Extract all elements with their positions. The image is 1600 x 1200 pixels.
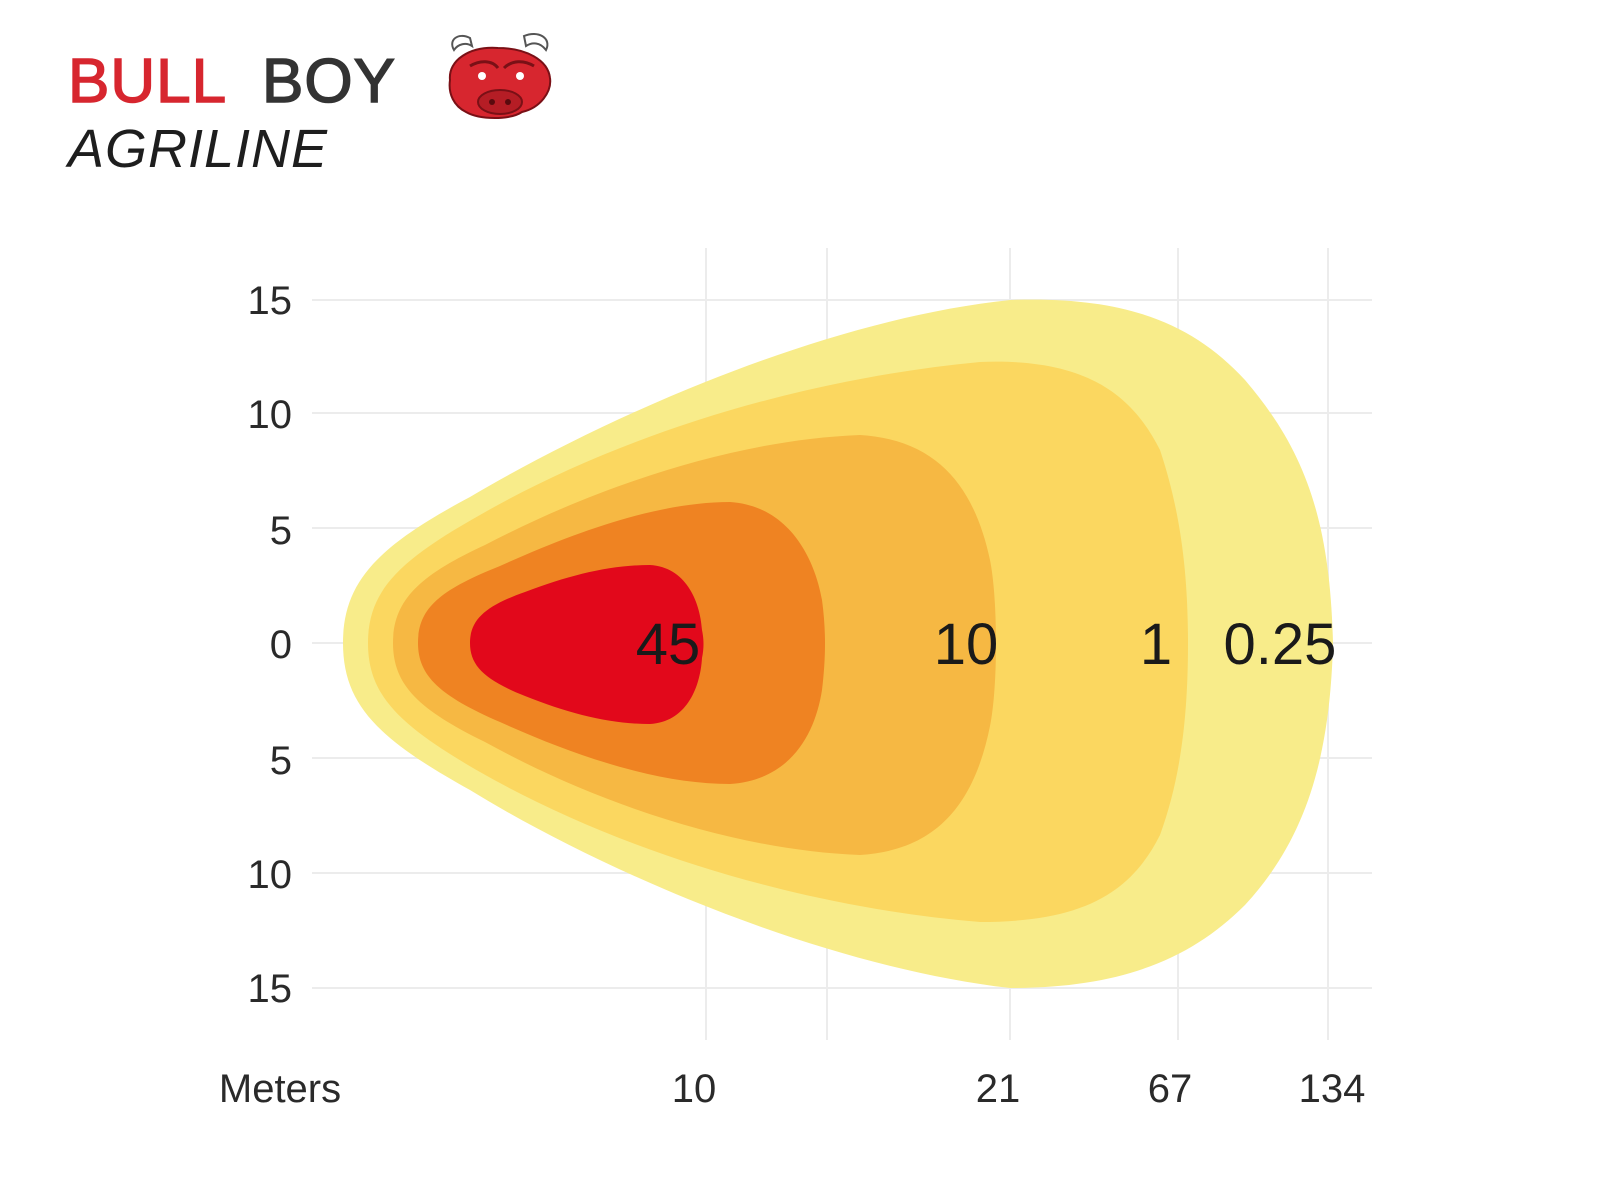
y-tick-label: 15 <box>248 279 293 323</box>
x-tick-label: 21 <box>976 1067 1021 1111</box>
brand-name-dark: BOY <box>261 46 396 117</box>
y-tick-label: 15 <box>248 967 293 1011</box>
x-tick-label: 67 <box>1148 1067 1193 1111</box>
y-axis-ticks: 15 10 5 0 5 10 15 <box>248 279 293 1011</box>
brand-logo: BULL BOY AGRILINE <box>62 30 582 190</box>
y-tick-label: 0 <box>270 623 292 667</box>
brand-subtitle: AGRILINE <box>68 119 329 179</box>
contours <box>343 299 1333 988</box>
x-tick-label: 134 <box>1299 1067 1366 1111</box>
contour-label-45: 45 <box>636 612 701 677</box>
contour-label-10: 10 <box>934 612 999 677</box>
brand-name-red: BULL <box>67 46 228 117</box>
y-tick-label: 5 <box>270 739 292 783</box>
x-axis-ticks: Meters 10 21 67 134 <box>219 1067 1366 1111</box>
x-tick-label: 10 <box>672 1067 717 1111</box>
contour-45 <box>470 565 704 724</box>
bull-head-icon <box>448 32 552 119</box>
y-tick-label: 10 <box>248 393 293 437</box>
contour-label-0-25: 0.25 <box>1224 612 1337 677</box>
y-tick-label: 5 <box>270 509 292 553</box>
x-axis-label: Meters <box>219 1067 341 1111</box>
contour-label-1: 1 <box>1140 612 1172 677</box>
contour-labels: 45 10 1 0.25 <box>636 612 1337 677</box>
y-tick-label: 10 <box>248 853 293 897</box>
